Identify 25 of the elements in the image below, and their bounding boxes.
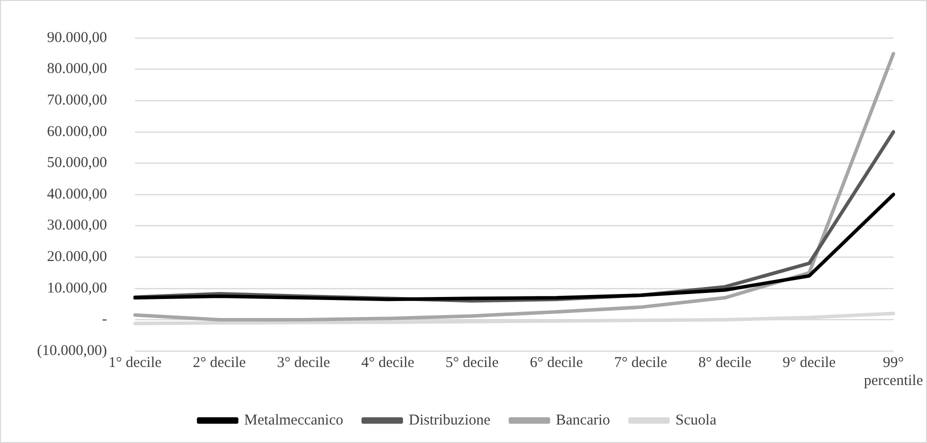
legend-label: Distribuzione: [408, 412, 491, 428]
x-tick-label: 99° percentile: [864, 354, 924, 389]
y-tick-label: 20.000,00: [46, 249, 107, 266]
y-tick-label: 70.000,00: [46, 92, 107, 109]
legend-label: Scuola: [676, 412, 717, 428]
x-tick-label: 7° decile: [614, 354, 668, 371]
legend-label: Bancario: [556, 412, 610, 428]
x-tick-label: 6° decile: [530, 354, 584, 371]
x-tick-label: 9° decile: [782, 354, 836, 371]
y-tick-label: -: [102, 312, 107, 328]
x-tick-label: 5° decile: [446, 354, 499, 371]
x-tick-label: 4° decile: [361, 354, 415, 371]
y-tick-label: 40.000,00: [46, 186, 107, 202]
y-tick-label: 10.000,00: [46, 280, 107, 296]
x-tick-label: 3° decile: [277, 354, 330, 371]
x-tick-label: 1° decile: [108, 354, 162, 371]
legend-label: Metalmeccanico: [244, 412, 344, 428]
y-tick-label: 80.000,00: [46, 61, 107, 78]
x-tick-label: 8° decile: [698, 354, 752, 371]
y-tick-label: 60.000,00: [46, 124, 107, 140]
y-tick-label: 30.000,00: [46, 218, 107, 234]
y-tick-label: 50.000,00: [46, 155, 107, 172]
y-tick-label: 90.000,00: [46, 30, 107, 46]
y-tick-label: (10.000,00): [36, 342, 107, 359]
x-tick-label: 2° decile: [192, 354, 246, 371]
